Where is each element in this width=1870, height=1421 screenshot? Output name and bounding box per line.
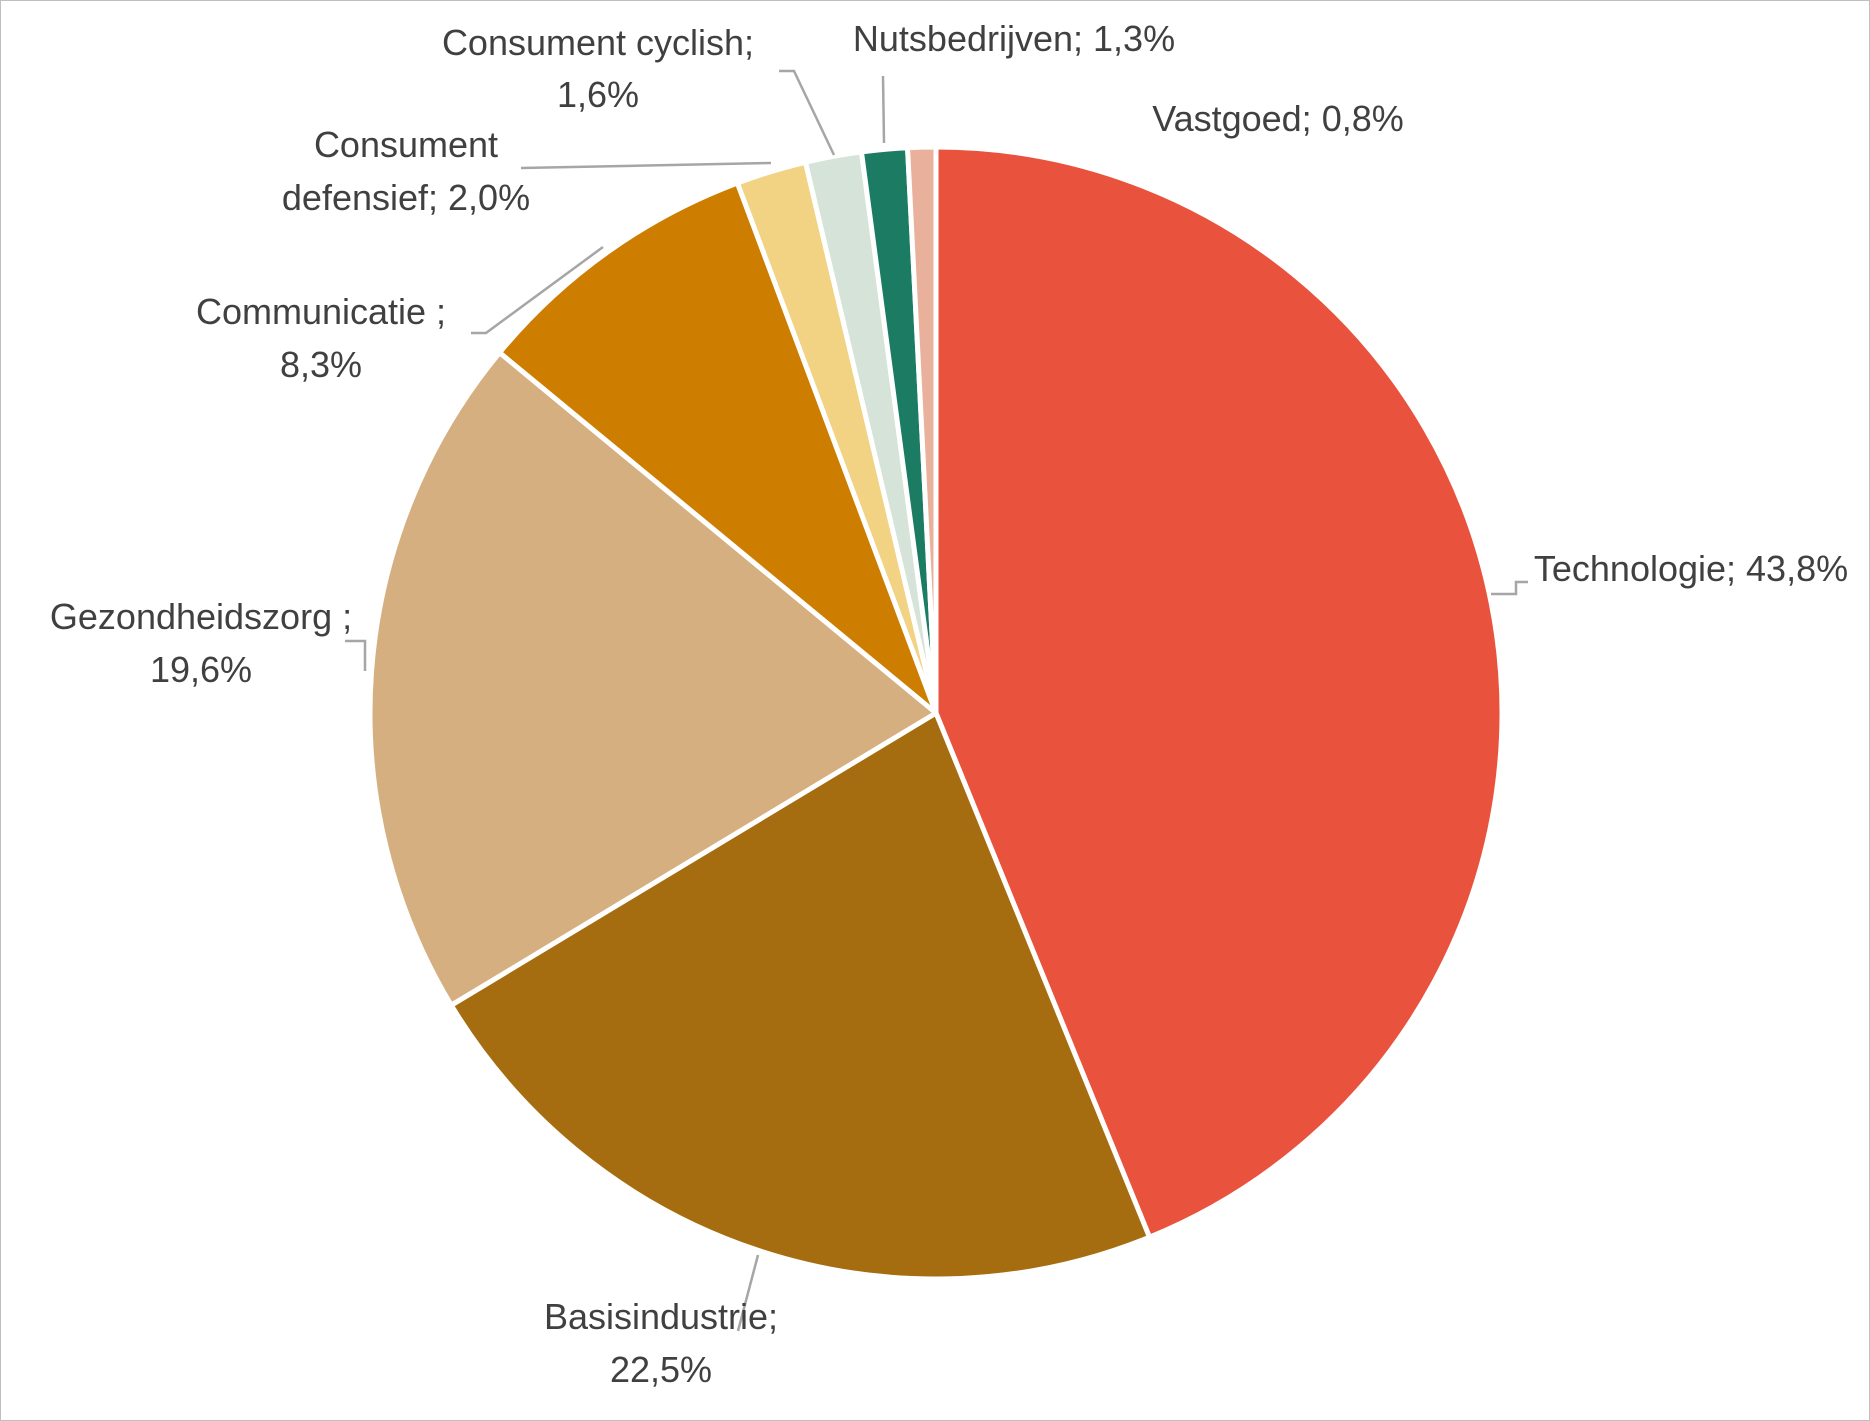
data-label-line: Basisindustrie; — [544, 1296, 778, 1337]
data-label-line: 22,5% — [610, 1349, 712, 1390]
pie-slice-vastgoed — [905, 144, 939, 716]
data-label-basisindustrie: Basisindustrie; 22,5% — [544, 1296, 778, 1390]
data-label-consument-defensief: Consument defensief; 2,0% — [282, 124, 530, 218]
data-label-line: Vastgoed; 0,8% — [1152, 98, 1404, 139]
data-label-gezondheidszorg: Gezondheidszorg ; 19,6% — [50, 596, 352, 690]
pie-slice-gezondheidszorg — [367, 350, 939, 1008]
data-label-line: Consument — [314, 124, 498, 165]
leader-lines — [345, 69, 1528, 1332]
leader-line-consument-defensief — [520, 161, 772, 170]
data-label-line: 19,6% — [150, 649, 252, 690]
leader-line-technologie — [1491, 580, 1528, 596]
leader-line-communicatie — [471, 245, 604, 335]
pie-slice-technologie — [933, 144, 1505, 1240]
data-label-line: Gezondheidszorg ; — [50, 596, 352, 637]
pie-slice-basisindustrie — [448, 710, 1153, 1282]
data-label-line: Consument cyclish; — [442, 22, 754, 63]
data-label-line: Nutsbedrijven; 1,3% — [853, 18, 1175, 59]
leader-line-basisindustrie — [736, 1254, 760, 1332]
data-label-technologie: Technologie; 43,8% — [1534, 548, 1848, 589]
leader-line-consument-cyclish — [779, 69, 836, 156]
data-label-nutsbedrijven: Nutsbedrijven; 1,3% — [853, 18, 1175, 59]
data-labels: Technologie; 43,8% Basisindustrie; 22,5% Ge… — [50, 18, 1848, 1390]
data-label-line: defensief; 2,0% — [282, 177, 530, 218]
data-label-consument-cyclish: Consument cyclish; 1,6% — [442, 22, 754, 115]
pie-slice-communicatie — [497, 180, 939, 716]
leader-line-nutsbedrijven — [881, 75, 886, 144]
data-label-line: Communicatie ; — [196, 291, 446, 332]
data-label-vastgoed: Vastgoed; 0,8% — [1152, 98, 1404, 139]
data-label-line: Technologie; 43,8% — [1534, 548, 1848, 589]
pie-slices — [367, 144, 1505, 1282]
leader-line-gezondheidszorg — [345, 639, 367, 671]
data-label-communicatie: Communicatie ; 8,3% — [196, 291, 446, 385]
data-label-line: 8,3% — [280, 344, 362, 385]
data-label-line: 1,6% — [557, 74, 639, 115]
